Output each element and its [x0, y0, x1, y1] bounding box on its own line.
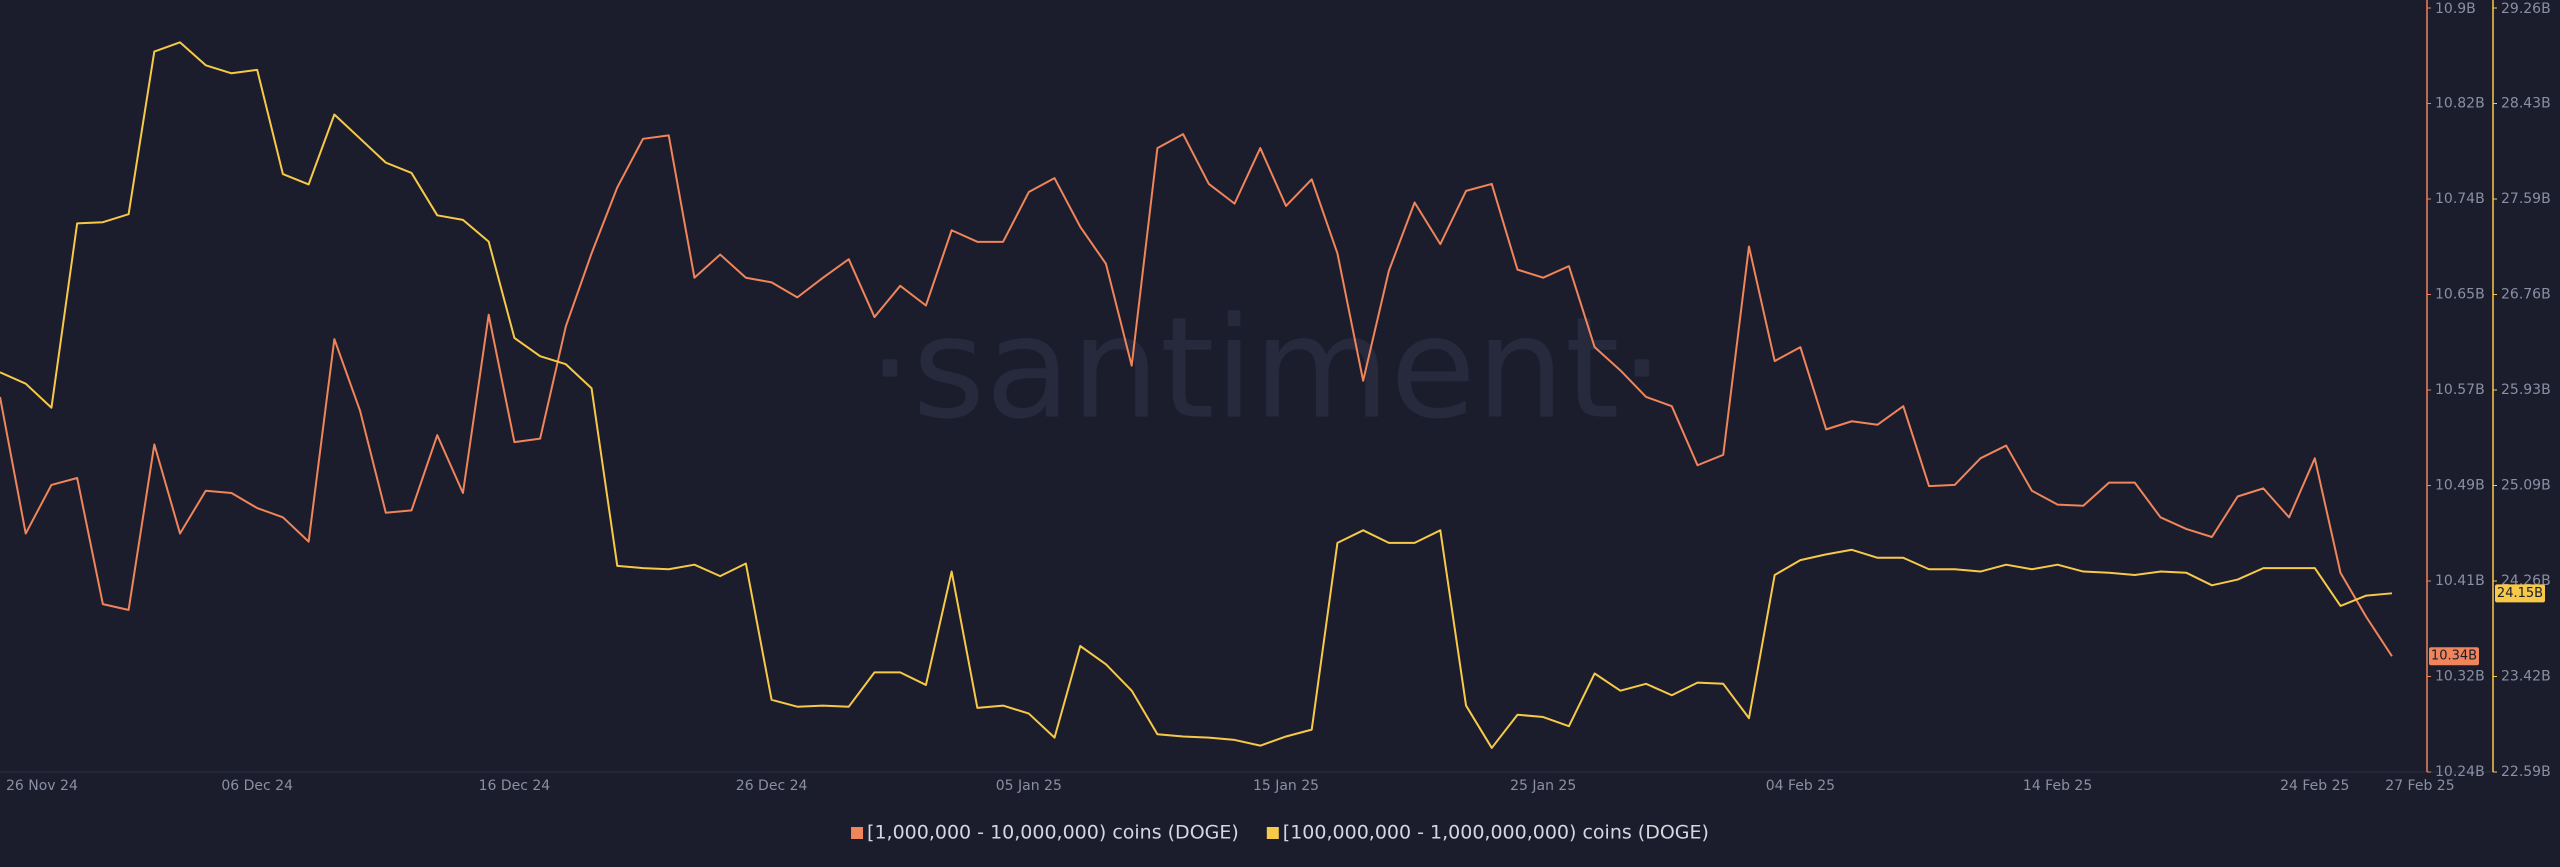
y2-tick-label: 29.26B [2501, 1, 2551, 17]
legend-swatch [1266, 827, 1279, 839]
legend-label: [100,000,000 - 1,000,000,000) coins (DOG… [1283, 822, 1709, 844]
legend: [1,000,000 - 10,000,000) coins (DOGE) [10… [851, 822, 1709, 844]
y2-tick-label: 27.59B [2501, 191, 2551, 207]
last-value-box [2495, 584, 2545, 603]
series-line [0, 133, 2393, 657]
last-value-box [2429, 647, 2479, 666]
y-tick-label: 10.9B [2435, 1, 2476, 17]
x-tick-label: 04 Feb 25 [1766, 778, 1835, 794]
y2-tick-label: 22.59B [2501, 764, 2551, 780]
y-tick-label: 10.41B [2435, 573, 2485, 589]
y2-tick-label: 23.42B [2501, 669, 2551, 685]
x-tick-label: 14 Feb 25 [2023, 778, 2092, 794]
y2-tick-label: 28.43B [2501, 96, 2551, 112]
x-tick-label: 24 Feb 25 [2280, 778, 2349, 794]
last-value-label: 10.34B [2431, 649, 2477, 664]
x-tick-label: 26 Nov 24 [6, 778, 78, 794]
legend-label: [1,000,000 - 10,000,000) coins (DOGE) [867, 822, 1239, 844]
last-value-label: 24.15B [2497, 586, 2543, 601]
x-tick-label: 27 Feb 25 [2385, 778, 2454, 794]
y2-tick-label: 26.76B [2501, 287, 2551, 303]
watermark: ·santiment· [868, 288, 1664, 451]
x-tick-label: 05 Jan 25 [996, 778, 1062, 794]
y-tick-label: 10.57B [2435, 382, 2485, 398]
y2-tick-label: 25.09B [2501, 478, 2551, 494]
x-tick-label: 25 Jan 25 [1510, 778, 1576, 794]
y-tick-label: 10.74B [2435, 191, 2485, 207]
x-tick-label: 06 Dec 24 [221, 778, 293, 794]
y2-tick-label: 25.93B [2501, 382, 2551, 398]
y-tick-label: 10.49B [2435, 478, 2485, 494]
legend-swatch [851, 827, 864, 839]
x-tick-label: 26 Dec 24 [736, 778, 808, 794]
x-tick-label: 15 Jan 25 [1253, 778, 1319, 794]
y-tick-label: 10.65B [2435, 287, 2485, 303]
series-line [0, 41, 2393, 749]
x-tick-label: 16 Dec 24 [479, 778, 551, 794]
y-tick-label: 10.32B [2435, 669, 2485, 685]
y-tick-label: 10.82B [2435, 96, 2485, 112]
y-tick-label: 10.24B [2435, 764, 2485, 780]
